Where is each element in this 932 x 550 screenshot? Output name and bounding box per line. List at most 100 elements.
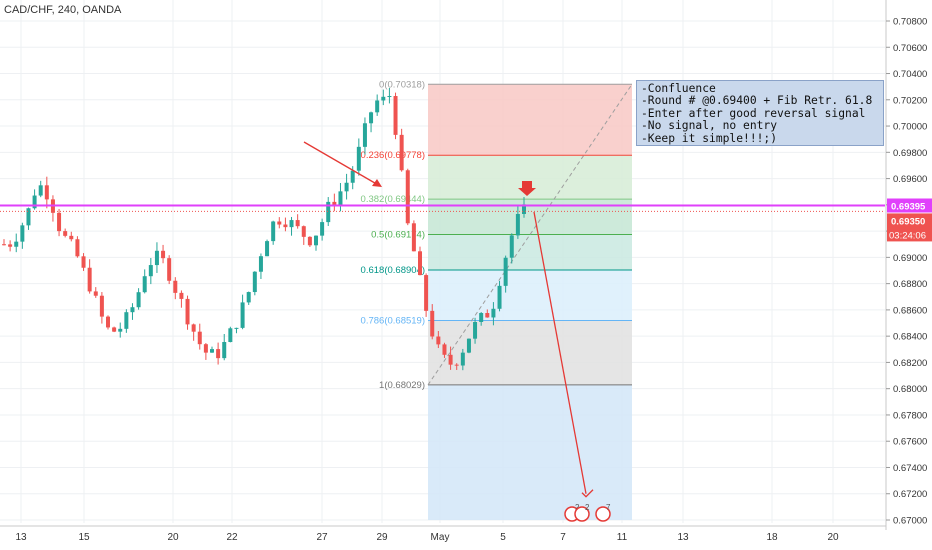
candle-body: [473, 322, 478, 339]
fib-trend-line: [427, 84, 633, 386]
candle-body: [240, 302, 245, 328]
fib-band: [428, 320, 632, 385]
candle-body: [136, 292, 141, 308]
candle-body: [485, 313, 490, 318]
candle-body: [179, 292, 184, 299]
note-line: -No signal, no entry: [641, 119, 778, 133]
countdown-text: 03:24:06: [889, 230, 926, 241]
candle-body: [332, 201, 337, 206]
y-tick-label: 0.68800: [893, 279, 927, 290]
candle-body: [106, 316, 110, 328]
calendar-event-icon: [595, 506, 611, 522]
candle-body: [381, 96, 386, 101]
fib-band: [428, 234, 632, 270]
candle-body: [295, 220, 300, 227]
candle-body: [271, 221, 276, 242]
candle-body: [234, 327, 239, 329]
fib-band: [428, 199, 632, 235]
fib-level-label: 0.618(0.68904): [361, 265, 425, 276]
candle-body: [130, 307, 135, 313]
candle-body: [69, 235, 74, 240]
candle-body: [118, 328, 123, 332]
fib-level-label: 0(0.70318): [379, 79, 425, 90]
candle-body: [81, 256, 86, 268]
candle-body: [63, 231, 68, 236]
text-note-box[interactable]: -Confluence -Round # @0.69400 + Fib Retr…: [636, 80, 884, 146]
candle-body: [197, 331, 202, 345]
y-tick-label: 0.70600: [893, 43, 927, 54]
x-tick-label: 13: [677, 532, 689, 543]
fib-level-label: 0.236(0.69778): [361, 150, 425, 161]
y-tick-label: 0.70800: [893, 17, 927, 28]
candle-body: [509, 235, 514, 258]
candle-body: [222, 342, 227, 359]
y-tick-label: 0.67800: [893, 410, 927, 421]
candle-body: [191, 324, 196, 332]
candle-body: [387, 96, 392, 98]
x-tick-label: 15: [78, 532, 90, 543]
note-line: -Keep it simple!!!;): [641, 131, 778, 145]
candle-body: [75, 239, 80, 257]
x-tick-label: 7: [560, 532, 566, 543]
x-tick-label: May: [431, 532, 450, 543]
candle-body: [399, 134, 404, 171]
candle-body: [491, 308, 496, 318]
y-tick-label: 0.68400: [893, 332, 927, 343]
candle-body: [375, 100, 380, 113]
level-price-badge-text: 0.69395: [891, 201, 926, 212]
candle-body: [515, 213, 520, 236]
candle-body: [2, 244, 6, 246]
x-tick-label: 11: [617, 532, 628, 543]
candle-body: [369, 112, 374, 124]
candle-body: [265, 241, 270, 257]
candle-body: [454, 364, 459, 366]
symbol-label: CAD/CHF, 240, OANDA: [4, 4, 122, 16]
candle-body: [356, 146, 361, 171]
fib-level-label: 0.786(0.68519): [361, 316, 425, 327]
candle-body: [99, 295, 104, 317]
candle-body: [442, 344, 447, 355]
fib-band: [428, 384, 632, 520]
candle-body: [314, 235, 318, 246]
annotation-arrowhead: [372, 179, 382, 187]
candle-body: [173, 280, 178, 293]
candle-body: [479, 313, 484, 323]
x-tick-label: 29: [376, 532, 388, 543]
candle-body: [142, 276, 147, 293]
x-tick-label: 13: [15, 532, 27, 543]
event-count-label: 2: [575, 503, 580, 512]
x-tick-label: 27: [316, 532, 328, 543]
candle-body: [258, 256, 263, 272]
candle-body: [344, 182, 349, 192]
y-tick-label: 0.70400: [893, 69, 927, 80]
candle-body: [405, 170, 410, 224]
note-line: -Round # @0.69400 + Fib Retr. 61.8: [641, 94, 873, 108]
candle-body: [32, 195, 37, 209]
candle-body: [38, 185, 43, 196]
y-tick-label: 0.68000: [893, 384, 927, 395]
fib-level-label: 1(0.68029): [379, 380, 425, 391]
y-tick-label: 0.70200: [893, 95, 927, 106]
candle-body: [436, 336, 441, 345]
x-tick-label: 20: [827, 532, 839, 543]
fib-band: [428, 84, 632, 156]
candle-body: [161, 250, 166, 259]
y-tick-label: 0.69600: [893, 174, 927, 185]
projection-arrowhead: [581, 489, 594, 498]
candle-body: [216, 349, 221, 359]
candle-body: [148, 265, 153, 277]
candle-body: [497, 285, 502, 309]
candle-body: [466, 338, 471, 353]
candle-body: [57, 212, 62, 232]
candle-body: [228, 328, 233, 343]
candle-body: [20, 225, 25, 242]
current-price-badge: [887, 213, 932, 242]
candle-body: [112, 327, 117, 332]
candle-body: [277, 221, 282, 225]
candle-body: [350, 170, 355, 183]
candle-body: [203, 344, 208, 353]
candlestick-series: [2, 87, 526, 371]
candle-body: [44, 185, 49, 200]
candle-body: [448, 354, 453, 365]
